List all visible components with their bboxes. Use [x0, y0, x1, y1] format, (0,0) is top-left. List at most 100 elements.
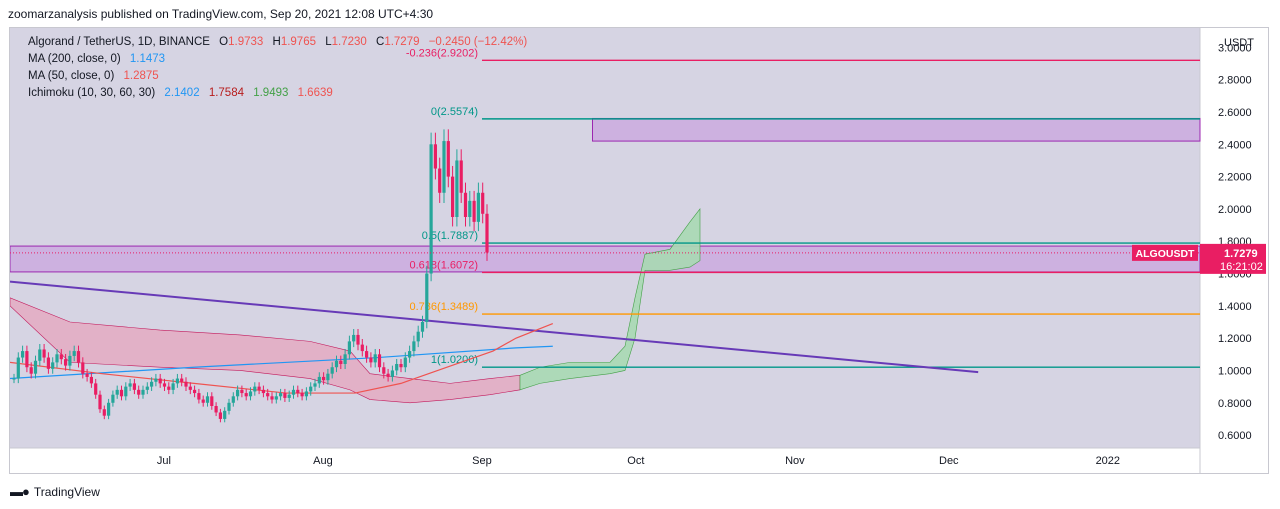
candle-body[interactable]: [317, 376, 321, 384]
candle-body[interactable]: [94, 383, 98, 395]
candle-body[interactable]: [420, 322, 425, 332]
candle-body[interactable]: [468, 200, 472, 217]
candle-body[interactable]: [145, 386, 149, 390]
candle-body[interactable]: [218, 412, 222, 419]
candle-body[interactable]: [261, 389, 265, 394]
candle-body[interactable]: [451, 176, 455, 217]
candle-body[interactable]: [55, 354, 59, 363]
candle-body[interactable]: [472, 200, 476, 222]
candle-body[interactable]: [184, 381, 188, 387]
candle-body[interactable]: [158, 378, 162, 384]
candle-body[interactable]: [360, 344, 364, 352]
candle-body[interactable]: [322, 376, 326, 381]
candle-body[interactable]: [266, 393, 270, 397]
candle-body[interactable]: [386, 373, 390, 377]
candle-body[interactable]: [438, 168, 442, 193]
candle-body[interactable]: [279, 393, 283, 397]
candle-body[interactable]: [25, 351, 29, 368]
candle-body[interactable]: [253, 386, 257, 392]
candle-body[interactable]: [119, 389, 124, 397]
candle-body[interactable]: [154, 378, 158, 382]
candle-body[interactable]: [180, 378, 184, 382]
candle-body[interactable]: [98, 394, 102, 410]
candle-body[interactable]: [334, 360, 339, 368]
candle-body[interactable]: [330, 367, 334, 374]
candle-body[interactable]: [167, 386, 171, 390]
candle-body[interactable]: [132, 383, 136, 390]
candle-body[interactable]: [193, 389, 197, 394]
candle-body[interactable]: [485, 213, 489, 253]
candle-body[interactable]: [425, 273, 429, 322]
candle-body[interactable]: [162, 383, 167, 387]
candle-body[interactable]: [248, 391, 253, 397]
candle-body[interactable]: [81, 362, 85, 374]
candle-body[interactable]: [463, 192, 468, 217]
candle-body[interactable]: [51, 362, 55, 369]
candle-body[interactable]: [205, 396, 210, 403]
candle-body[interactable]: [365, 351, 369, 358]
candle-body[interactable]: [481, 192, 485, 214]
trendline[interactable]: [10, 280, 979, 374]
supply-demand-zone[interactable]: [592, 117, 1201, 142]
candle-body[interactable]: [373, 354, 377, 363]
candle-body[interactable]: [296, 389, 300, 394]
candle-body[interactable]: [201, 399, 205, 403]
candle-body[interactable]: [442, 141, 446, 193]
candle-body[interactable]: [16, 357, 20, 379]
candle-body[interactable]: [85, 373, 89, 377]
candle-body[interactable]: [377, 354, 382, 368]
candle-body[interactable]: [175, 378, 179, 384]
candle-body[interactable]: [21, 351, 25, 358]
candle-body[interactable]: [223, 410, 227, 419]
candle-body[interactable]: [12, 378, 16, 380]
candle-body[interactable]: [150, 381, 154, 387]
candle-body[interactable]: [72, 351, 76, 356]
candle-body[interactable]: [399, 364, 403, 368]
candle-body[interactable]: [102, 409, 106, 416]
candle-body[interactable]: [29, 367, 33, 374]
candle-body[interactable]: [459, 160, 463, 193]
candle-body[interactable]: [137, 389, 141, 395]
candle-body[interactable]: [257, 386, 261, 390]
candle-body[interactable]: [412, 341, 416, 352]
candle-body[interactable]: [476, 192, 480, 222]
candle-body[interactable]: [59, 354, 63, 360]
candle-body[interactable]: [356, 334, 360, 345]
candle-body[interactable]: [42, 349, 46, 358]
candle-body[interactable]: [300, 393, 304, 397]
supply-demand-zone[interactable]: [10, 245, 1201, 273]
candle-body[interactable]: [395, 364, 399, 371]
candle-body[interactable]: [416, 331, 420, 342]
candle-body[interactable]: [382, 367, 386, 374]
candle-body[interactable]: [68, 355, 72, 366]
candle-body[interactable]: [347, 341, 351, 355]
candle-body[interactable]: [455, 160, 459, 217]
candle-body[interactable]: [408, 351, 412, 358]
candle-body[interactable]: [369, 357, 373, 363]
candle-body[interactable]: [352, 334, 356, 342]
candle-body[interactable]: [38, 349, 42, 361]
legend-ichimoku[interactable]: Ichimoku (10, 30, 60, 30) 2.1402 1.7584 …: [28, 87, 339, 99]
legend-ma200[interactable]: MA (200, close, 0) 1.1473: [28, 53, 171, 65]
candle-body[interactable]: [210, 396, 214, 406]
legend-ma50[interactable]: MA (50, close, 0) 1.2875: [28, 70, 165, 82]
candle-body[interactable]: [283, 393, 287, 398]
candle-body[interactable]: [111, 394, 115, 403]
candle-body[interactable]: [188, 386, 192, 390]
tradingview-footer[interactable]: ▬● TradingView: [10, 484, 100, 499]
candle-body[interactable]: [64, 359, 68, 366]
candle-body[interactable]: [141, 389, 145, 395]
candle-body[interactable]: [326, 373, 330, 381]
candle-body[interactable]: [115, 389, 119, 395]
candle-body[interactable]: [240, 389, 244, 394]
candle-body[interactable]: [244, 393, 248, 397]
candle-body[interactable]: [171, 383, 175, 390]
candle-body[interactable]: [214, 406, 218, 413]
candle-body[interactable]: [236, 389, 240, 397]
candle-body[interactable]: [128, 383, 132, 387]
candle-body[interactable]: [343, 354, 347, 364]
candle-body[interactable]: [429, 144, 433, 274]
candle-body[interactable]: [433, 144, 437, 169]
candle-body[interactable]: [291, 389, 296, 395]
ma50-line[interactable]: [10, 323, 554, 394]
